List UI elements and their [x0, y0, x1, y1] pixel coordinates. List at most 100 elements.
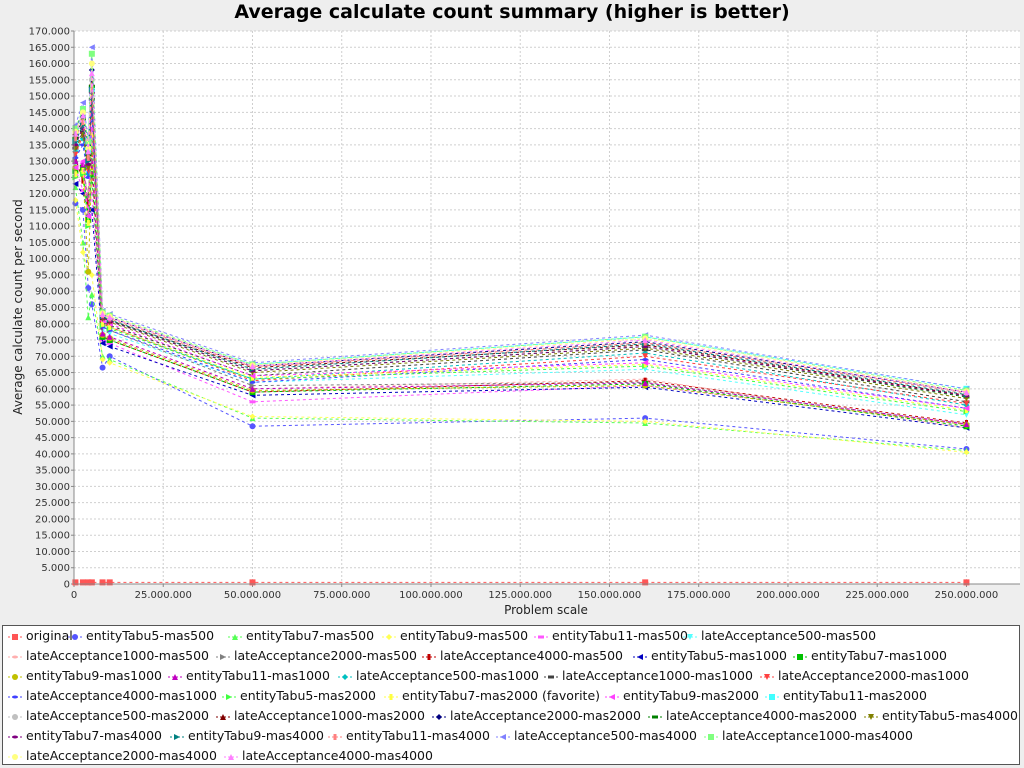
- legend-item[interactable]: lateAcceptance4000-mas4000: [224, 748, 433, 766]
- legend-item[interactable]: entityTabu7-mas4000: [8, 728, 162, 746]
- x-axis-ticks: 0 25.000.000 50.000.000 75.000.000 100.000.0…: [71, 584, 998, 601]
- legend-marker-icon: [496, 733, 510, 740]
- legend-label: entityTabu11-mas1000: [186, 668, 330, 683]
- legend-marker-icon: [68, 633, 82, 640]
- legend-label: entityTabu11-mas4000: [346, 728, 490, 743]
- data-point: [72, 164, 79, 171]
- legend-marker: [436, 713, 442, 720]
- legend-item[interactable]: lateAcceptance500-mas2000: [8, 708, 209, 726]
- x-tick-label: 100.000.000: [399, 590, 463, 601]
- legend-item[interactable]: entityTabu5-mas500: [68, 628, 214, 646]
- legend-label: entityTabu9-mas4000: [188, 728, 324, 743]
- data-point: [88, 579, 95, 586]
- data-point: [88, 67, 95, 74]
- legend-label: entityTabu9-mas1000: [26, 668, 162, 683]
- data-point: [642, 379, 649, 386]
- legend-item[interactable]: entityTabu5-mas1000: [633, 648, 787, 666]
- data-point: [642, 337, 649, 344]
- legend-item[interactable]: entityTabu7-mas1000: [793, 648, 947, 666]
- legend-item[interactable]: entityTabu11-mas500: [534, 628, 688, 646]
- legend-marker: [174, 733, 180, 740]
- legend-item[interactable]: lateAcceptance4000-mas1000: [8, 688, 217, 706]
- legend-item[interactable]: lateAcceptance1000-mas1000: [544, 668, 753, 686]
- data-point: [79, 99, 86, 106]
- chart-title: Average calculate count summary (higher …: [234, 1, 789, 23]
- legend-item[interactable]: lateAcceptance1000-mas4000: [704, 728, 913, 746]
- legend-item[interactable]: lateAcceptance2000-mas500: [216, 648, 417, 666]
- legend-label: lateAcceptance500-mas4000: [514, 728, 698, 743]
- legend-marker: [764, 673, 770, 680]
- y-tick-label: 20.000: [35, 514, 70, 525]
- legend-item[interactable]: entityTabu5-mas2000: [222, 688, 376, 706]
- data-point: [106, 353, 113, 360]
- data-point: [249, 372, 256, 379]
- legend-marker-icon: [605, 693, 619, 700]
- legend-label: lateAcceptance4000-mas1000: [26, 688, 217, 703]
- legend-item[interactable]: lateAcceptance500-mas4000: [496, 728, 697, 746]
- data-point: [72, 125, 79, 132]
- y-tick-label: 55.000: [35, 401, 70, 412]
- legend-marker-icon: [760, 673, 774, 680]
- legend-item[interactable]: entityTabu5-mas4000: [864, 708, 1018, 726]
- legend-marker-icon: [8, 753, 22, 760]
- legend-item[interactable]: lateAcceptance2000-mas4000: [8, 748, 217, 766]
- data-point: [86, 154, 90, 161]
- legend-marker-icon: [8, 655, 22, 658]
- legend-item[interactable]: entityTabu11-mas2000: [765, 688, 927, 706]
- data-point: [81, 119, 85, 126]
- legend-marker-icon: [222, 693, 236, 700]
- legend-label: entityTabu5-mas4000: [882, 708, 1018, 723]
- legend-marker: [12, 655, 18, 658]
- data-point: [99, 353, 106, 360]
- data-point: [963, 579, 970, 586]
- y-tick-label: 145.000: [29, 108, 70, 119]
- legend-item[interactable]: entityTabu9-mas4000: [170, 728, 324, 746]
- legend-item[interactable]: entityTabu9-mas1000: [8, 668, 162, 686]
- data-point: [642, 418, 649, 425]
- legend-marker: [500, 733, 506, 740]
- legend-label: entityTabu7-mas1000: [811, 648, 947, 663]
- legend-item[interactable]: lateAcceptance2000-mas2000: [432, 708, 641, 726]
- data-point: [79, 106, 86, 113]
- y-tick-label: 35.000: [35, 466, 70, 477]
- data-point: [642, 359, 649, 366]
- data-point: [642, 358, 649, 362]
- y-tick-label: 100.000: [29, 254, 70, 265]
- y-tick-label: 95.000: [35, 270, 70, 281]
- y-tick-label: 130.000: [29, 157, 70, 168]
- y-tick-label: 5.000: [41, 563, 70, 574]
- y-tick-label: 165.000: [29, 43, 70, 54]
- series-line: [74, 105, 967, 404]
- legend-label: entityTabu5-mas1000: [651, 648, 787, 663]
- legend-marker: [12, 633, 18, 640]
- series-original: [72, 579, 970, 586]
- legend-item[interactable]: lateAcceptance4000-mas500: [422, 648, 623, 666]
- x-tick-label: 250.000.000: [935, 590, 999, 601]
- legend-item[interactable]: lateAcceptance2000-mas1000: [760, 668, 969, 686]
- legend-item[interactable]: entityTabu9-mas2000: [605, 688, 759, 706]
- legend-item[interactable]: entityTabu9-mas500: [382, 628, 528, 646]
- legend-marker: [769, 693, 775, 700]
- data-point: [72, 579, 79, 586]
- data-point: [99, 340, 106, 347]
- legend-marker: [342, 673, 348, 680]
- data-point: [88, 206, 95, 213]
- legend-item[interactable]: lateAcceptance1000-mas500: [8, 648, 209, 666]
- legend-item[interactable]: entityTabu11-mas1000: [168, 668, 330, 686]
- legend-item[interactable]: lateAcceptance4000-mas2000: [648, 708, 857, 726]
- data-point: [642, 579, 649, 586]
- data-point: [249, 579, 256, 586]
- legend-marker-icon: [765, 693, 779, 700]
- legend-item[interactable]: lateAcceptance500-mas1000: [338, 668, 539, 686]
- legend-item[interactable]: lateAcceptance500-mas500: [683, 628, 876, 646]
- legend-item[interactable]: entityTabu11-mas4000: [328, 728, 490, 746]
- legend-item[interactable]: entityTabu7-mas2000 (favorite): [384, 688, 600, 706]
- data-point: [85, 164, 92, 171]
- data-point: [88, 70, 95, 77]
- legend-item[interactable]: entityTabu7-mas500: [228, 628, 374, 646]
- data-point: [81, 167, 85, 174]
- legend-marker-icon: [224, 753, 238, 760]
- legend-label: entityTabu7-mas4000: [26, 728, 162, 743]
- legend-item[interactable]: original: [8, 628, 73, 646]
- legend-item[interactable]: lateAcceptance1000-mas2000: [216, 708, 425, 726]
